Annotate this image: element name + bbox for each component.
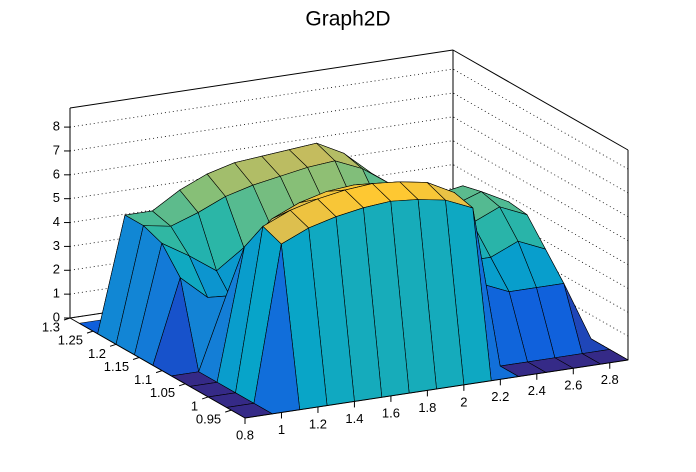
y-tick-label: 1.05 [150, 385, 175, 400]
y-tick-label: 1 [191, 398, 198, 413]
x-tick-label: 2.8 [601, 372, 619, 387]
x-tick-label: 2 [460, 394, 467, 409]
x-axis [244, 359, 629, 419]
x-tick-label: 1.2 [309, 416, 327, 431]
y-tick-label: 1.1 [134, 372, 152, 387]
y-tick [86, 330, 94, 334]
z-tick-label: 6 [53, 166, 60, 181]
axis-frame [69, 49, 454, 109]
z-tick-label: 7 [53, 142, 60, 157]
y-tick [63, 317, 71, 321]
z-tick-label: 3 [53, 238, 60, 253]
x-tick-label: 1.6 [382, 405, 400, 420]
y-tick-label: 1.2 [88, 346, 106, 361]
y-axis [69, 317, 246, 419]
x-tick-label: 2.4 [528, 383, 546, 398]
y-tick [155, 370, 163, 374]
y-tick [225, 409, 232, 413]
x-tick-label: 1.4 [345, 411, 363, 426]
y-tick-label: 1.3 [42, 319, 60, 334]
y-tick [201, 396, 209, 400]
z-tick-label: 1 [53, 286, 60, 301]
z-tick-label: 5 [53, 190, 60, 205]
y-tick [178, 383, 186, 387]
chart-title: Graph2D [305, 8, 390, 31]
x-tick-label: 1.8 [418, 400, 436, 415]
z-tick-label: 2 [53, 262, 60, 277]
y-tick-label: 1.15 [104, 359, 129, 374]
x-tick-label: 1 [278, 422, 285, 437]
y-tick [132, 356, 140, 360]
z-tick-label: 0 [53, 309, 60, 324]
x-tick-label: 0.8 [236, 427, 254, 442]
y-tick-label: 0.95 [196, 412, 221, 427]
x-tick-label: 2.2 [491, 389, 509, 404]
y-tick [109, 343, 117, 347]
y-tick-label: 1.25 [58, 333, 83, 348]
axis-frame [452, 49, 629, 151]
z-tick-label: 8 [53, 119, 60, 134]
z-tick-label: 4 [53, 214, 60, 229]
x-tick-label: 2.6 [564, 378, 582, 393]
